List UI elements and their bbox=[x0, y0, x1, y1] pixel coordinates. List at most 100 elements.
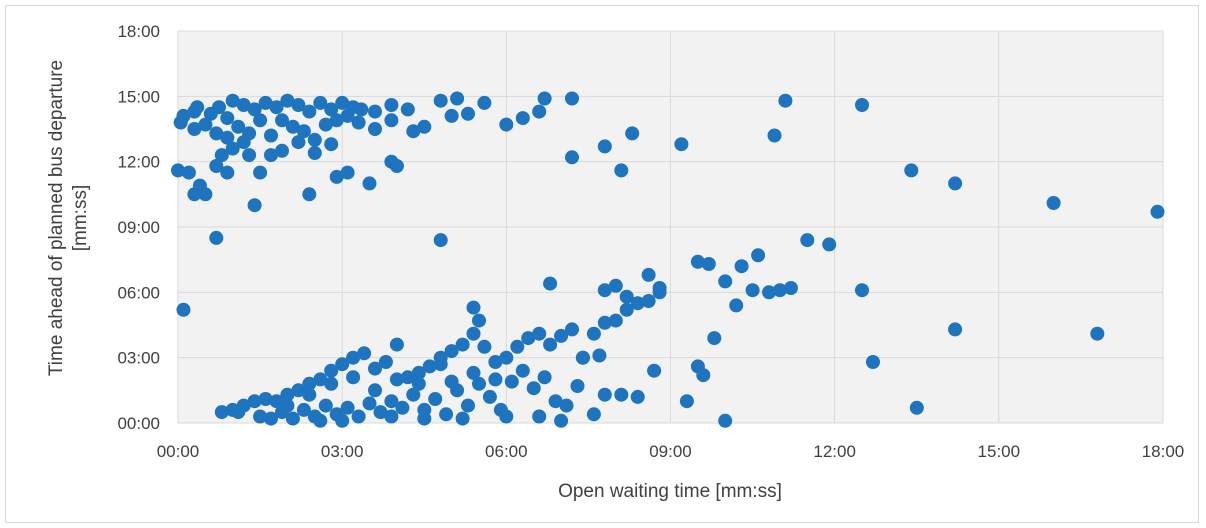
data-point bbox=[575, 350, 590, 365]
data-point bbox=[866, 355, 880, 369]
data-point bbox=[214, 405, 229, 420]
data-point bbox=[340, 108, 355, 123]
y-tick-label: 06:00 bbox=[117, 283, 160, 302]
data-point bbox=[247, 102, 262, 117]
data-point bbox=[354, 102, 369, 117]
data-point bbox=[220, 165, 235, 180]
data-point bbox=[526, 381, 541, 396]
data-point bbox=[324, 137, 339, 152]
data-point bbox=[565, 91, 579, 106]
data-point bbox=[411, 365, 426, 380]
y-tick-label: 15:00 bbox=[117, 87, 160, 106]
data-point bbox=[400, 370, 415, 385]
data-point bbox=[532, 326, 547, 341]
data-point bbox=[948, 322, 963, 337]
data-point bbox=[521, 331, 536, 346]
data-point bbox=[619, 302, 634, 317]
data-point bbox=[450, 91, 465, 106]
x-tick-label: 15:00 bbox=[978, 442, 1021, 461]
data-point bbox=[176, 108, 191, 123]
data-point bbox=[548, 394, 563, 409]
data-point bbox=[499, 350, 514, 365]
data-point bbox=[351, 409, 366, 424]
data-point bbox=[406, 124, 421, 139]
data-point bbox=[220, 111, 235, 126]
data-point bbox=[641, 267, 656, 282]
data-point bbox=[767, 128, 782, 143]
y-axis-ticks: 00:00 03:00 06:00 09:00 12:00 15:00 18:00 bbox=[117, 22, 160, 433]
data-point bbox=[597, 387, 612, 402]
data-point bbox=[608, 313, 623, 328]
data-point bbox=[264, 411, 278, 426]
x-tick-label: 06:00 bbox=[485, 442, 528, 461]
data-point bbox=[641, 294, 656, 308]
data-point bbox=[417, 411, 432, 426]
data-point bbox=[313, 95, 328, 110]
data-point bbox=[690, 254, 705, 269]
data-point bbox=[455, 411, 470, 426]
data-point bbox=[543, 276, 558, 291]
data-point bbox=[247, 198, 262, 213]
data-point bbox=[264, 128, 278, 143]
data-point bbox=[510, 339, 525, 354]
data-point bbox=[417, 119, 432, 134]
data-point bbox=[537, 91, 552, 106]
data-point bbox=[428, 392, 443, 406]
data-point bbox=[570, 379, 585, 393]
data-point bbox=[264, 148, 278, 163]
data-point bbox=[625, 126, 640, 141]
data-point bbox=[515, 363, 530, 378]
data-point bbox=[275, 113, 289, 128]
data-point bbox=[335, 95, 350, 110]
data-point bbox=[198, 187, 213, 202]
data-point bbox=[559, 398, 574, 413]
data-point bbox=[313, 413, 328, 428]
data-point bbox=[181, 165, 196, 180]
data-point bbox=[296, 124, 311, 139]
data-point bbox=[597, 139, 612, 154]
data-point bbox=[395, 400, 410, 415]
data-point bbox=[384, 409, 399, 424]
data-point bbox=[433, 233, 448, 248]
data-point bbox=[302, 387, 317, 402]
data-point bbox=[674, 137, 689, 152]
data-point bbox=[597, 283, 612, 298]
data-point bbox=[296, 402, 311, 417]
data-point bbox=[340, 165, 355, 180]
data-point bbox=[515, 111, 530, 126]
data-point bbox=[586, 407, 601, 422]
x-tick-label: 18:00 bbox=[1142, 442, 1185, 461]
data-point bbox=[461, 398, 475, 413]
data-point bbox=[324, 363, 339, 378]
data-point bbox=[822, 237, 837, 252]
data-point bbox=[554, 413, 569, 428]
y-axis-title-line2: [mm:ss] bbox=[70, 185, 91, 252]
data-point bbox=[209, 126, 224, 141]
data-point bbox=[411, 376, 426, 391]
data-point bbox=[212, 100, 226, 115]
data-point bbox=[384, 113, 399, 128]
data-point bbox=[362, 176, 377, 191]
x-tick-label: 03:00 bbox=[321, 442, 364, 461]
data-point bbox=[291, 135, 306, 150]
data-point bbox=[461, 106, 475, 121]
data-point bbox=[444, 374, 459, 389]
data-point bbox=[225, 93, 240, 108]
data-point bbox=[499, 409, 514, 424]
data-point bbox=[772, 283, 787, 298]
data-point bbox=[351, 115, 366, 130]
data-point bbox=[630, 389, 645, 404]
data-point bbox=[346, 370, 361, 385]
data-point bbox=[209, 230, 224, 245]
data-point bbox=[242, 148, 257, 163]
data-point bbox=[532, 409, 547, 424]
data-point bbox=[340, 400, 355, 415]
data-point bbox=[231, 119, 246, 134]
data-point bbox=[597, 315, 612, 330]
data-point bbox=[236, 135, 251, 150]
data-point bbox=[335, 413, 350, 428]
data-point bbox=[543, 337, 558, 352]
y-tick-label: 12:00 bbox=[117, 153, 160, 172]
data-point bbox=[187, 187, 202, 202]
